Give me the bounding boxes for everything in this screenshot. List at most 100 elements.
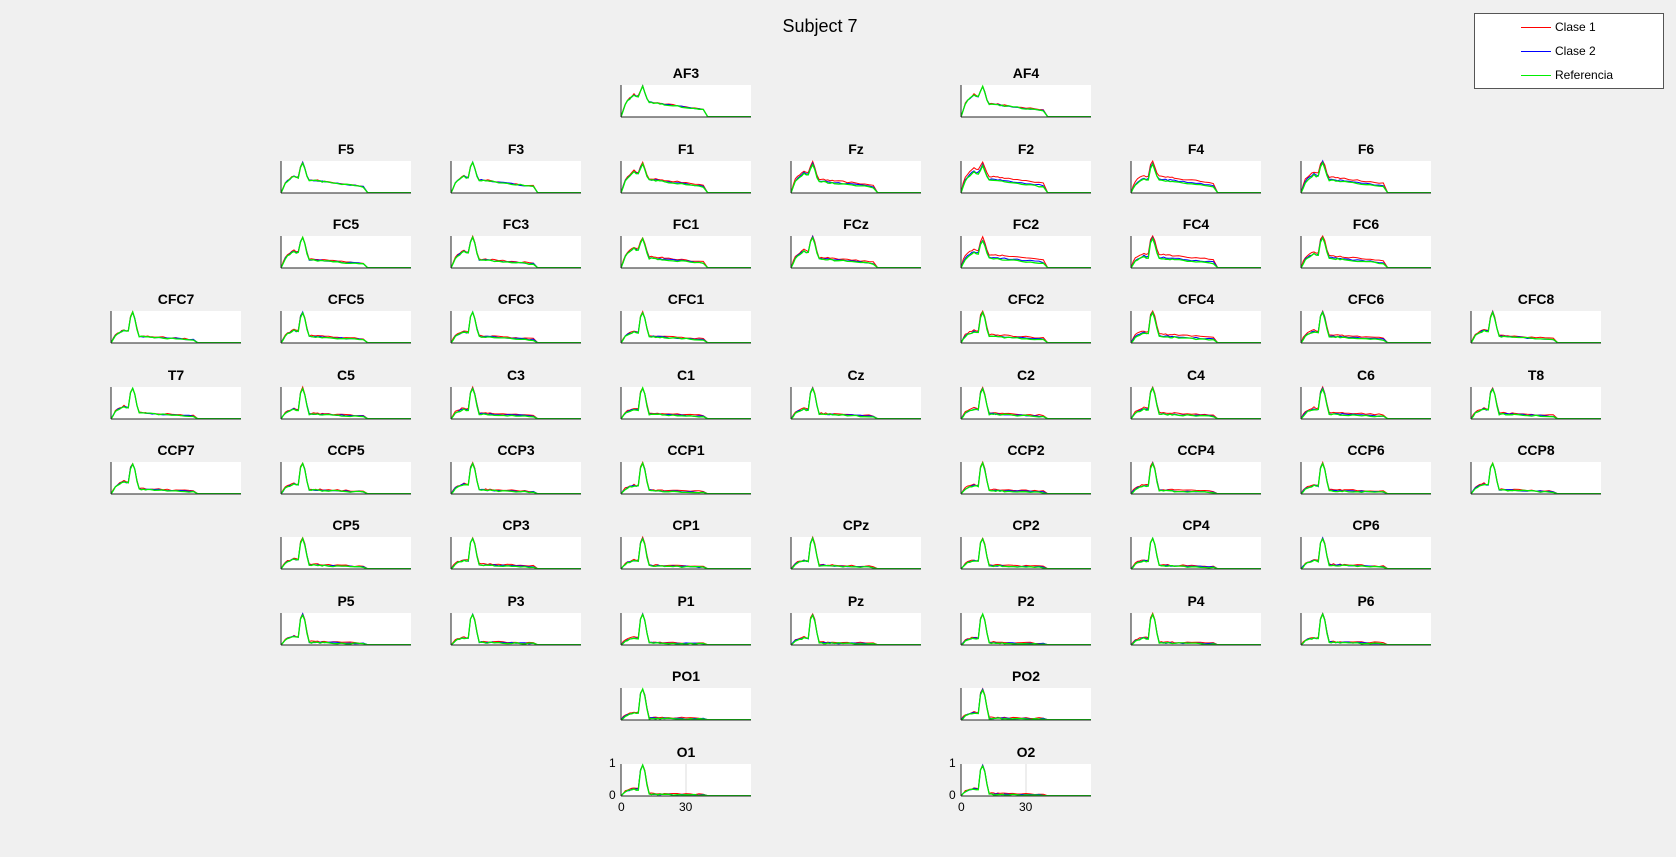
subplot-title: CCP1: [667, 442, 705, 458]
series-line-referencia: [1300, 461, 1431, 495]
subplot-fc2: FC2: [960, 216, 1091, 269]
axes-plot: [1300, 234, 1431, 269]
series-line-referencia: [1470, 461, 1601, 495]
axes-plot: [960, 160, 1091, 194]
series-line-referencia: [450, 160, 581, 194]
series-line-referencia: [620, 236, 751, 269]
axes: [280, 461, 411, 495]
figure-title: Subject 7: [782, 16, 858, 36]
subplot-fz: Fz: [790, 141, 921, 194]
subplot-title: P6: [1357, 593, 1375, 609]
axes: [960, 235, 1091, 269]
axes-plot: [450, 461, 581, 495]
axes-plot: [620, 386, 751, 420]
subplot-c3: C3: [450, 367, 581, 420]
series-line-referencia: [280, 613, 411, 646]
axes-plot: [620, 612, 751, 646]
series-line-referencia: [1130, 536, 1261, 570]
axes-plot: [1130, 536, 1261, 570]
subplot-title: FC3: [502, 216, 530, 232]
subplot-title: CFC2: [1007, 291, 1045, 307]
axes: [1130, 234, 1261, 269]
axes: [1300, 536, 1431, 570]
series-line-referencia: [620, 537, 751, 570]
legend-label: Clase 1: [1555, 20, 1596, 34]
series-line-referencia: [620, 687, 751, 721]
axes-plot: [1470, 386, 1601, 420]
subplot-title: P4: [1187, 593, 1205, 609]
axes: [450, 310, 581, 344]
series-line-referencia: [960, 537, 1091, 570]
subplot-cfc8: CFC8: [1470, 291, 1601, 344]
subplot-p5: P5: [280, 593, 411, 646]
subplot-o2: O2 0 1 0 30: [949, 744, 1091, 814]
axes: [1300, 234, 1431, 269]
subplot-title: CCP2: [1007, 442, 1045, 458]
axes-plot: [960, 386, 1091, 420]
subplot-title: CP1: [672, 517, 700, 533]
subplot-c5: C5: [280, 367, 411, 420]
subplot-title: AF4: [1012, 65, 1040, 81]
subplot-p3: P3: [450, 593, 581, 646]
subplot-fcz: FCz: [790, 216, 921, 269]
subplot-title: CFC6: [1347, 291, 1385, 307]
series-line-referencia: [1130, 236, 1261, 269]
series-line-referencia: [1300, 236, 1431, 269]
subplot-title: Fz: [848, 141, 864, 157]
legend-entry: Clase 1: [1521, 19, 1661, 37]
axes: [1470, 309, 1601, 344]
subplot-title: FC6: [1352, 216, 1380, 232]
subplot-title: CCP3: [497, 442, 535, 458]
axes: [1130, 611, 1261, 646]
axes: [790, 535, 921, 570]
x-tick-label: 0: [958, 800, 965, 814]
axes: [620, 763, 751, 797]
axes-plot: [1300, 612, 1431, 646]
legend-swatch: [1521, 75, 1551, 76]
axes-plot: [280, 235, 411, 269]
subplot-c4: C4: [1130, 367, 1261, 420]
axes: [1130, 385, 1261, 420]
axes: [620, 687, 751, 721]
legend-entry: Clase 2: [1521, 43, 1661, 61]
axes: [280, 612, 411, 646]
axes-plot: [620, 687, 751, 721]
legend-swatch: [1521, 51, 1551, 52]
subplot-af4: AF4: [960, 65, 1091, 118]
subplot-f2: F2: [960, 141, 1091, 194]
axes-plot: [1300, 536, 1431, 570]
subplot-title: FCz: [843, 216, 869, 232]
axes: [1130, 159, 1261, 194]
subplot-p6: P6: [1300, 593, 1431, 646]
subplot-title: CFC4: [1177, 291, 1215, 307]
series-line-clase-1: [960, 235, 1091, 269]
series-line-referencia: [450, 235, 581, 269]
axes-plot: [1130, 385, 1261, 420]
subplot-title: C1: [677, 367, 695, 383]
series-line-referencia: [620, 311, 751, 344]
subplot-title: CCP8: [1517, 442, 1555, 458]
axes-plot: [110, 310, 241, 344]
series-line-referencia: [1300, 537, 1431, 570]
axes: [790, 386, 921, 420]
subplot-title: CCP4: [1177, 442, 1215, 458]
series-line-referencia: [620, 84, 751, 118]
axes: [1300, 460, 1431, 495]
subplot-f1: F1: [620, 141, 751, 194]
legend-label: Clase 2: [1555, 44, 1596, 58]
subplot-title: F2: [1017, 141, 1035, 157]
series-line-clase-1: [960, 160, 1091, 194]
axes-plot: [280, 385, 411, 420]
axes-plot: [620, 535, 751, 570]
series-line-referencia: [790, 613, 921, 646]
series-line-referencia: [1470, 387, 1601, 420]
subplot-ccp2: CCP2: [960, 442, 1091, 495]
series-line-clase-1: [1470, 309, 1601, 344]
axes: [620, 236, 751, 269]
axes-plot: [960, 235, 1091, 269]
series-line-referencia: [1300, 310, 1431, 344]
subplot-cpz: CPz: [790, 517, 921, 570]
series-line-referencia: [960, 84, 1091, 118]
axes-plot: [1130, 234, 1261, 269]
series-line-referencia: [280, 235, 411, 269]
